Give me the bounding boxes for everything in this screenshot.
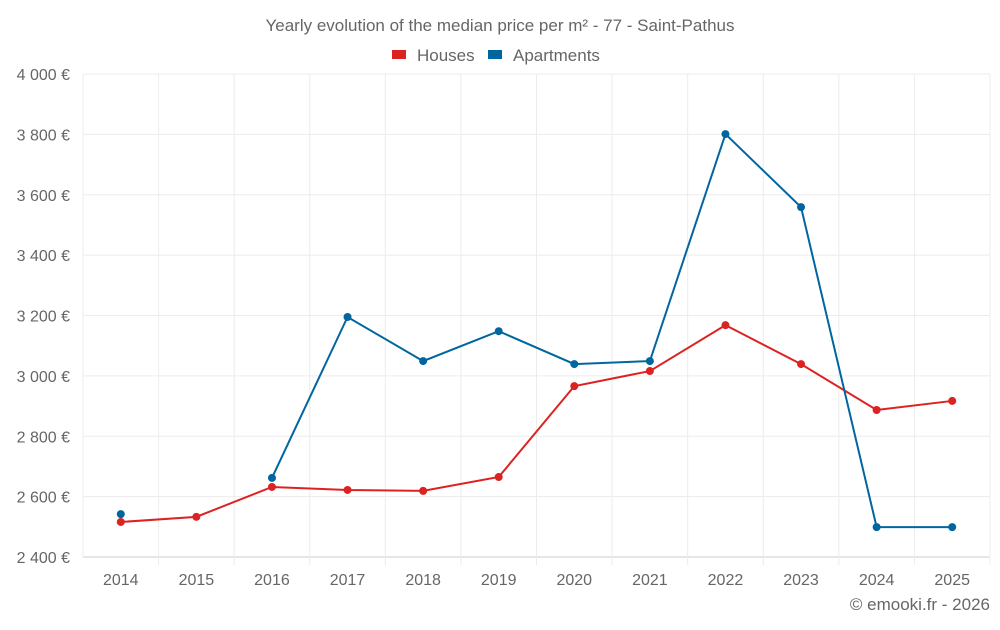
data-point [872,405,881,414]
data-point [343,313,352,322]
y-tick-label: 4 000 € [17,67,70,84]
y-tick-label: 2 800 € [17,429,70,446]
y-tick-label: 2 600 € [17,490,70,507]
y-tick-label: 3 000 € [17,369,70,386]
data-point [494,473,503,482]
series-line [271,132,953,529]
legend-label: Houses [417,46,475,65]
legend: Houses Apartments [392,46,600,65]
data-point [419,357,428,366]
y-tick-label: 3 400 € [17,248,70,265]
data-point [116,517,125,526]
data-point [721,321,730,330]
x-tick-label: 2017 [330,572,366,589]
data-point [419,486,428,495]
data-point [494,327,503,336]
data-point [570,360,579,369]
y-tick-label: 3 600 € [17,188,70,205]
credit: © emooki.fr - 2026 [850,595,990,614]
series-line [120,324,953,523]
x-tick-label: 2018 [405,572,441,589]
series [116,130,957,532]
data-point [948,396,957,405]
x-tick-label: 2014 [103,572,139,589]
data-point [721,130,730,139]
data-point [267,473,276,482]
y-tick-label: 3 800 € [17,127,70,144]
legend-swatch [392,50,406,59]
x-tick-label: 2024 [859,572,895,589]
data-point [343,485,352,494]
x-tick-label: 2022 [708,572,744,589]
data-point [645,357,654,366]
x-tick-label: 2025 [934,572,970,589]
x-tick-label: 2019 [481,572,517,589]
x-tick-label: 2016 [254,572,290,589]
y-tick-label: 3 200 € [17,309,70,326]
grid [82,73,991,565]
data-point [267,482,276,491]
data-point [797,203,806,212]
x-tick-label: 2015 [179,572,215,589]
x-tick-label: 2023 [783,572,819,589]
x-tick-label: 2020 [556,572,592,589]
x-tick-label: 2021 [632,572,668,589]
data-point [192,512,201,521]
data-point [570,382,579,391]
data-point [948,523,957,532]
chart-title: Yearly evolution of the median price per… [265,16,734,35]
data-point [116,510,125,519]
data-point [872,523,881,532]
y-tick-label: 2 400 € [17,550,70,567]
legend-label: Apartments [513,46,600,65]
data-point [645,367,654,376]
series-houses [116,321,957,526]
legend-swatch [488,50,502,59]
data-point [797,360,806,369]
series-apartments [116,130,957,532]
axes: 2 400 € 2 600 € 2 800 € 3 000 € 3 200 € 3 400… [17,67,970,589]
